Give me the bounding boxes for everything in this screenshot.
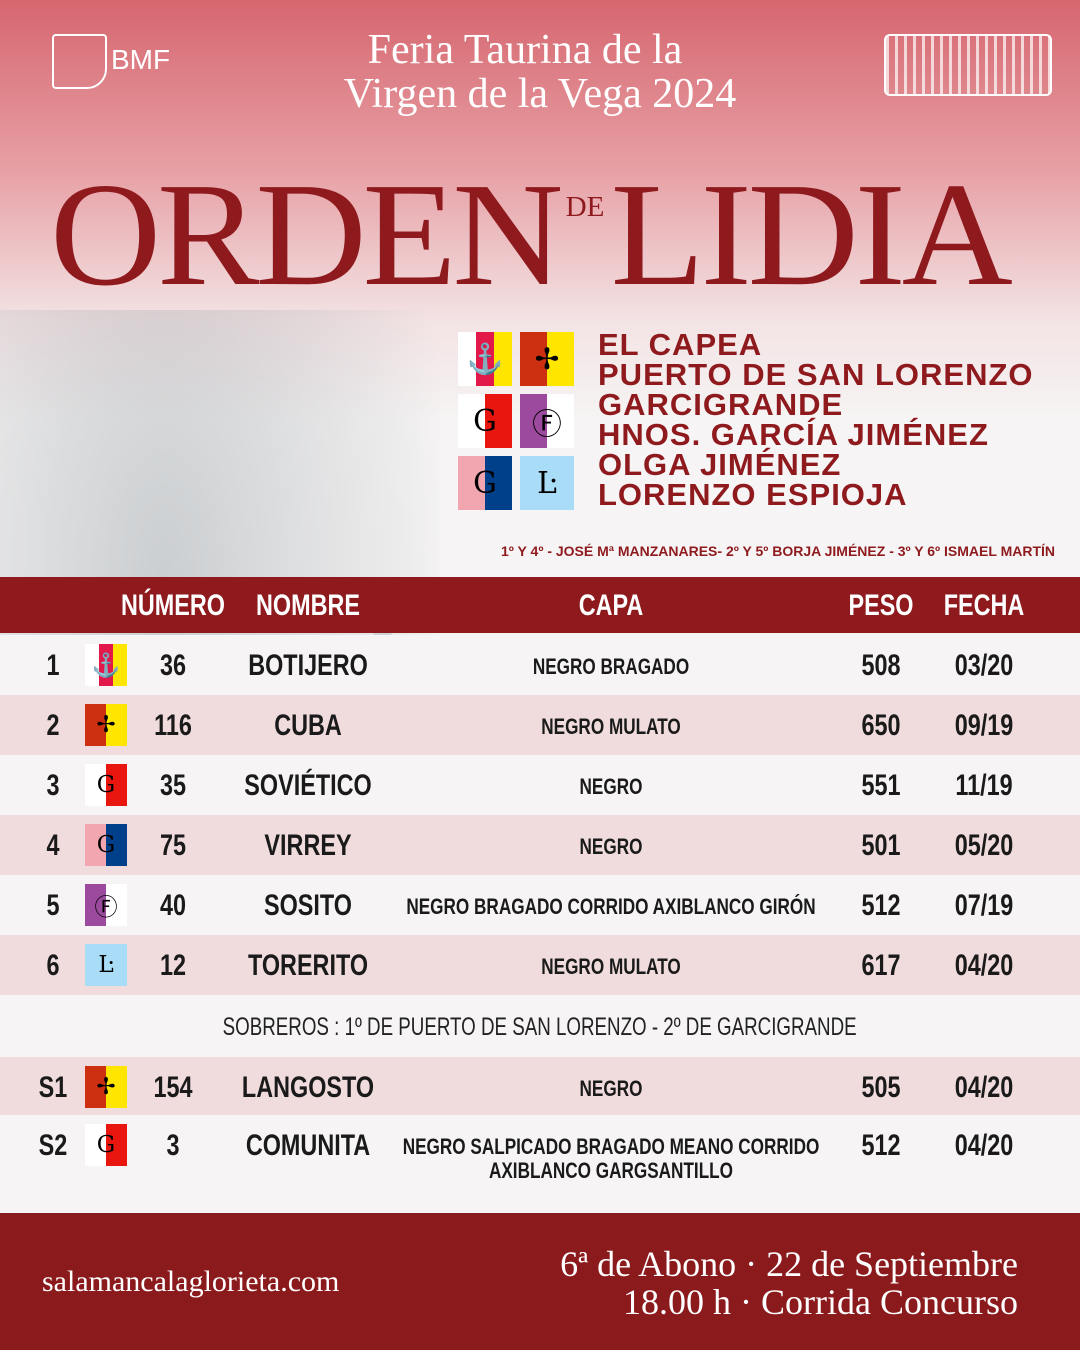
cell-orden: 3 [46,769,60,802]
ganaderia-flag-icon: ✢ [520,332,574,386]
cell-fecha: 07/19 [954,889,1014,922]
cell-nombre: LANGOSTO [241,1071,375,1104]
cell-numero: 116 [154,709,192,742]
table-row: S1 154 LANGOSTO NEGRO 505 04/20 ✢ [0,1057,1080,1115]
ganaderia-name: OLGA JIMÉNEZ [598,447,842,482]
page-title: ORDEN DELIDIA [50,153,1013,317]
cell-capa: NEGRO BRAGADO CORRIDO AXIBLANCO GIRÓN [406,894,816,919]
cell-peso: 551 [861,769,901,802]
cell-orden: S2 [38,1129,68,1162]
ganaderia-flag-icon: Ŀ [85,944,127,986]
cell-fecha: 05/20 [954,829,1014,862]
bmf-logo: BMF [52,34,170,89]
footer: salamancalaglorieta.com 6ª de Abono · 22… [0,1213,1080,1350]
cell-capa: NEGRO [579,834,643,859]
ganaderia-name: LORENZO ESPIOJA [598,477,908,512]
sobreros-label: SOBREROS : 1º DE PUERTO DE SAN LORENZO -… [0,995,1080,1057]
cell-peso: 512 [861,889,901,922]
cell-numero: 75 [159,829,187,862]
cell-capa: NEGRO BRAGADO [532,654,690,679]
table-row: 1 36 BOTIJERO NEGRO BRAGADO 508 03/20 ⚓ [0,635,1080,695]
cell-nombre: CUBA [274,709,342,742]
cell-nombre: SOSITO [264,889,352,922]
cell-peso: 617 [861,949,901,982]
cell-fecha: 04/20 [954,1071,1014,1104]
table-row: 6 12 TORERITO NEGRO MULATO 617 04/20 Ŀ [0,935,1080,995]
cell-orden: 2 [46,709,60,742]
ganaderia-flag-icon: G [458,456,512,510]
cell-nombre: VIRREY [264,829,352,862]
cell-capa: NEGRO SALPICADO BRAGADO MEANO CORRIDO AX… [402,1134,820,1183]
cell-capa: NEGRO MULATO [541,714,681,739]
feria-title: Feria Taurina de la Virgen de la Vega 202… [343,27,737,117]
ganaderia-name: PUERTO DE SAN LORENZO [598,357,1034,392]
table-row: 5 40 SOSITO NEGRO BRAGADO CORRIDO AXIBLANCO… [0,875,1080,935]
ganaderia-flag-icon: ⚓ [85,644,127,686]
ganaderia-flag-icon: Ŀ [520,456,574,510]
cell-numero: 36 [159,649,187,682]
cell-peso: 505 [861,1071,901,1104]
matadores-line: 1º Y 4º - JOSÉ Mª MANZANARES- 2º Y 5º BO… [501,543,1055,559]
event-info: 6ª de Abono · 22 de Septiembre 18.00 h · … [560,1244,1018,1322]
table-header: NÚMERO NOMBRE CAPA PESO FECHA [0,577,1080,633]
ganaderia-flag-icon: Ⓕ [520,394,574,448]
header-numero: NÚMERO [120,589,226,622]
header-fecha: FECHA [943,589,1025,622]
cell-numero: 35 [159,769,187,802]
cell-fecha: 03/20 [954,649,1014,682]
website-link[interactable]: salamancalaglorieta.com [42,1265,340,1298]
cell-nombre: SOVIÉTICO [244,769,372,802]
cell-fecha: 11/19 [955,769,1013,802]
cell-orden: 5 [46,889,60,922]
cell-orden: S1 [38,1071,68,1104]
cell-capa: NEGRO [579,1076,643,1101]
cell-orden: 6 [46,949,60,982]
table-row: 3 35 SOVIÉTICO NEGRO 551 11/19 G [0,755,1080,815]
table-row: 2 116 CUBA NEGRO MULATO 650 09/19 ✢ [0,695,1080,755]
table-row: 4 75 VIRREY NEGRO 501 05/20 G [0,815,1080,875]
header-capa: CAPA [578,589,644,622]
cell-peso: 650 [861,709,901,742]
cell-capa: NEGRO MULATO [541,954,681,979]
table-row: S2 3 COMUNITA NEGRO SALPICADO BRAGADO MEANO… [0,1115,1080,1213]
ganaderia-flag-icon: G [85,1124,127,1166]
cell-numero: 40 [159,889,187,922]
ganaderia-flag-icon: ✢ [85,704,127,746]
ganaderia-flag-icon: ✢ [85,1066,127,1108]
ganaderia-name: EL CAPEA [598,327,763,362]
ganaderia-flag-icon: ⚓ [458,332,512,386]
bullring-illustration [884,34,1052,96]
cell-peso: 508 [861,649,901,682]
cell-orden: 1 [46,649,60,682]
cell-nombre: COMUNITA [245,1129,371,1162]
cell-peso: 501 [861,829,901,862]
cell-numero: 12 [159,949,187,982]
ganaderia-flag-icon: G [458,394,512,448]
header-peso: PESO [848,589,914,622]
cell-orden: 4 [46,829,60,862]
cell-numero: 3 [166,1129,180,1162]
ganaderia-name: HNOS. GARCÍA JIMÉNEZ [598,417,989,452]
cell-nombre: BOTIJERO [248,649,368,682]
cell-capa: NEGRO [579,774,643,799]
cell-fecha: 09/19 [954,709,1014,742]
header-nombre: NOMBRE [255,589,361,622]
ganaderia-flag-icon: G [85,764,127,806]
cell-nombre: TORERITO [247,949,369,982]
ganaderia-name: GARCIGRANDE [598,387,844,422]
ganaderia-flag-icon: Ⓕ [85,884,127,926]
cell-fecha: 04/20 [954,949,1014,982]
cell-peso: 512 [861,1129,901,1162]
cell-fecha: 04/20 [954,1129,1014,1162]
cell-numero: 154 [153,1071,193,1104]
ganaderia-flag-icon: G [85,824,127,866]
